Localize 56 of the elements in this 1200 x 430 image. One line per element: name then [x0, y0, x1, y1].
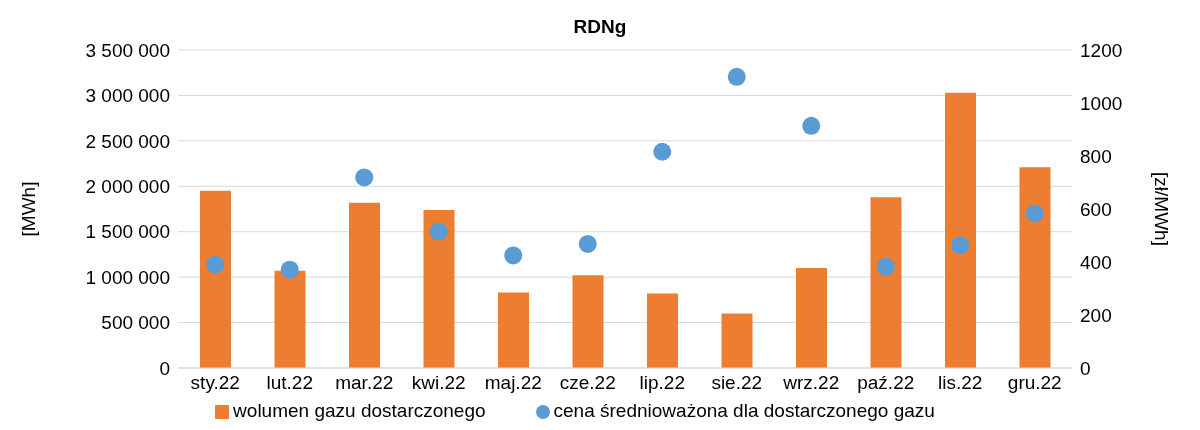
x-tick-label: paź.22 — [857, 372, 915, 394]
point — [206, 255, 225, 274]
legend-label: cena średnioważona dla dostarczonego gazu — [553, 400, 935, 421]
y-axis-title: [MWh] — [17, 181, 39, 237]
x-tick-label: lis.22 — [938, 372, 983, 394]
chart-title: RDNg — [572, 16, 628, 38]
y2-tick-label: 1000 — [1080, 92, 1123, 114]
legend-label: wolumen gazu dostarczonego — [233, 400, 486, 421]
point — [504, 246, 523, 265]
point — [727, 67, 746, 86]
x-tick-label: lip.22 — [639, 372, 685, 394]
x-tick-label: sie.22 — [711, 372, 763, 394]
y2-tick-label: 200 — [1080, 304, 1112, 326]
bar — [1019, 167, 1051, 368]
bar — [274, 270, 306, 368]
bar — [721, 313, 753, 368]
x-tick-label: kwi.22 — [411, 372, 466, 394]
y-tick-label: 2 000 000 — [85, 176, 170, 198]
y-tick-label: 500 000 — [101, 312, 170, 334]
point — [1025, 204, 1044, 223]
y-tick-label: 3 500 000 — [85, 39, 170, 61]
point — [653, 142, 672, 161]
point — [802, 116, 821, 135]
y-tick-label: 1 000 000 — [85, 266, 170, 288]
bar — [349, 202, 380, 368]
bar — [498, 292, 529, 368]
y2-tick-label: 1200 — [1080, 39, 1123, 61]
bar — [572, 275, 604, 368]
x-tick-label: gru.22 — [1007, 372, 1062, 394]
y2-tick-label: 0 — [1080, 357, 1091, 379]
point — [429, 222, 448, 241]
y2-tick-label: 600 — [1080, 198, 1112, 220]
x-tick-label: wrz.22 — [782, 372, 840, 394]
bar — [200, 190, 231, 368]
bar — [796, 268, 827, 368]
point — [355, 168, 374, 187]
point — [876, 257, 895, 276]
y-tick-label: 3 000 000 — [85, 85, 170, 107]
x-tick-label: maj.22 — [484, 372, 542, 394]
x-tick-label: mar.22 — [335, 372, 394, 394]
bar — [647, 293, 678, 368]
point — [280, 260, 299, 279]
y-tick-label: 1 500 000 — [85, 221, 170, 243]
point — [951, 236, 970, 255]
x-tick-label: lut.22 — [266, 372, 313, 394]
bar — [945, 92, 976, 368]
y2-tick-label: 400 — [1080, 251, 1112, 273]
x-tick-label: cze.22 — [559, 372, 616, 394]
point — [578, 234, 597, 253]
x-tick-label: sty.22 — [190, 372, 240, 394]
bar — [423, 209, 455, 368]
bar — [870, 197, 902, 368]
y-tick-label: 2 500 000 — [85, 130, 170, 152]
y2-tick-label: 800 — [1080, 145, 1112, 167]
y2-axis-title: [zł/MWh] — [1151, 172, 1173, 246]
y-tick-label: 0 — [159, 357, 170, 379]
